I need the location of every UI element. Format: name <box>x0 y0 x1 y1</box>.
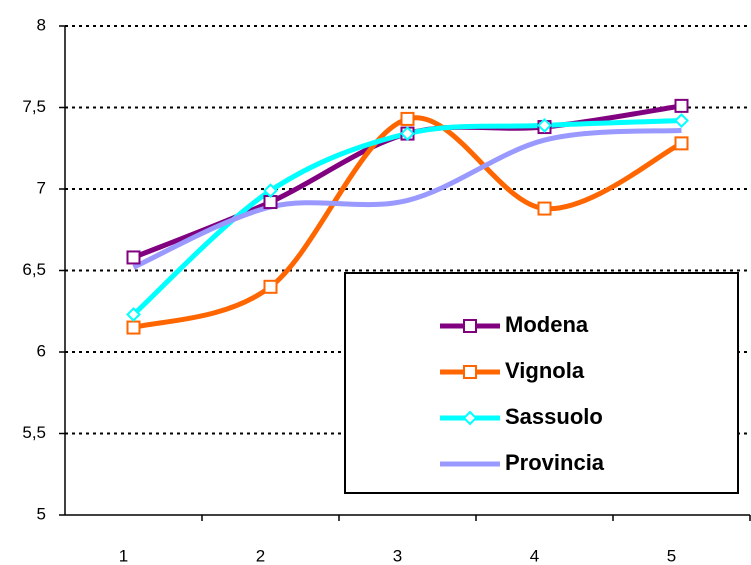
y-tick-label: 7,5 <box>22 97 46 116</box>
marker <box>126 307 141 322</box>
marker <box>263 183 278 199</box>
y-tick-label: 5,5 <box>22 423 46 442</box>
marker <box>537 118 552 133</box>
marker <box>674 98 689 113</box>
y-tick-label: 5 <box>37 504 46 523</box>
legend: Modena Vignola Sassuolo Provincia <box>344 272 739 494</box>
marker <box>400 126 415 141</box>
marker <box>537 201 552 216</box>
marker <box>674 113 689 128</box>
x-tick-label: 4 <box>530 546 539 565</box>
marker <box>126 250 141 265</box>
y-tick-label: 7 <box>37 178 46 197</box>
x-tick-label: 5 <box>667 546 676 565</box>
legend-box <box>344 272 739 494</box>
y-tick-label: 6 <box>37 341 46 360</box>
marker <box>674 136 689 151</box>
marker <box>400 111 415 126</box>
legend-label: Provincia <box>505 450 605 475</box>
marker <box>263 279 278 294</box>
legend-label: Vignola <box>505 358 585 383</box>
marker <box>126 320 141 335</box>
x-tick-label: 2 <box>256 546 265 565</box>
legend-label: Sassuolo <box>505 404 603 429</box>
y-tick-label: 8 <box>37 15 46 34</box>
x-tick-label: 3 <box>393 546 402 565</box>
y-tick-label: 6,5 <box>22 260 46 279</box>
legend-label: Modena <box>505 312 589 337</box>
marker <box>463 365 477 379</box>
series-line <box>132 127 682 270</box>
x-tick-label: 1 <box>119 546 128 565</box>
marker <box>462 410 478 426</box>
marker <box>463 319 477 333</box>
